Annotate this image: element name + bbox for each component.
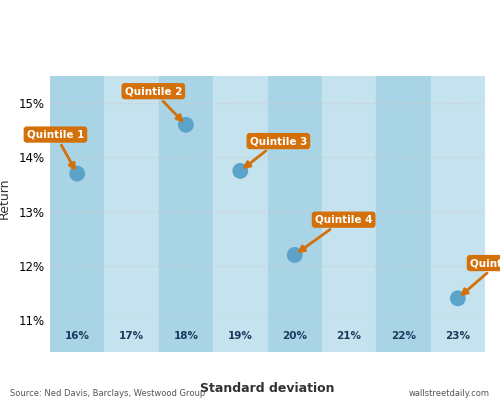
Bar [159, 76, 213, 320]
Bar [104, 76, 159, 320]
Text: Quintile 1: Quintile 1 [27, 130, 84, 168]
Bar [104, 320, 159, 352]
Bar [430, 76, 485, 320]
Text: Quintile 3: Quintile 3 [245, 136, 307, 167]
Text: 20%: 20% [282, 331, 307, 341]
Text: 19%: 19% [228, 331, 253, 341]
Point [182, 122, 190, 128]
Text: 16%: 16% [64, 331, 90, 341]
Bar [376, 76, 430, 320]
Text: Survey Says: Lower Risk Equals Higher Return: Survey Says: Lower Risk Equals Higher Re… [10, 18, 479, 36]
Y-axis label: Return: Return [0, 177, 11, 219]
Text: Highest (Q1) to lowest (Q5) yielders (1969-2010): Highest (Q1) to lowest (Q5) yielders (19… [10, 50, 300, 63]
Point [236, 168, 244, 174]
Bar [213, 320, 268, 352]
Bar [376, 320, 430, 352]
Bar [268, 76, 322, 320]
Bar [268, 320, 322, 352]
Bar [322, 76, 376, 320]
Text: Quintile 5: Quintile 5 [462, 258, 500, 294]
Point [454, 295, 462, 302]
Bar [430, 320, 485, 352]
Bar [159, 320, 213, 352]
Text: Quintile 2: Quintile 2 [124, 86, 182, 120]
Text: Quintile 4: Quintile 4 [300, 215, 372, 252]
Bar [322, 320, 376, 352]
Text: 23%: 23% [446, 331, 470, 341]
Bar [50, 320, 104, 352]
Point [73, 170, 81, 177]
Text: 21%: 21% [336, 331, 361, 341]
Bar [213, 76, 268, 320]
Text: 18%: 18% [174, 331, 199, 341]
Bar [50, 76, 104, 320]
Point [290, 252, 298, 258]
Text: Standard deviation: Standard deviation [200, 382, 335, 395]
Text: wallstreetdaily.com: wallstreetdaily.com [409, 389, 490, 398]
Text: Source: Ned Davis, Barclays, Westwood Group: Source: Ned Davis, Barclays, Westwood Gr… [10, 389, 205, 398]
Text: 22%: 22% [391, 331, 416, 341]
Text: 17%: 17% [119, 331, 144, 341]
